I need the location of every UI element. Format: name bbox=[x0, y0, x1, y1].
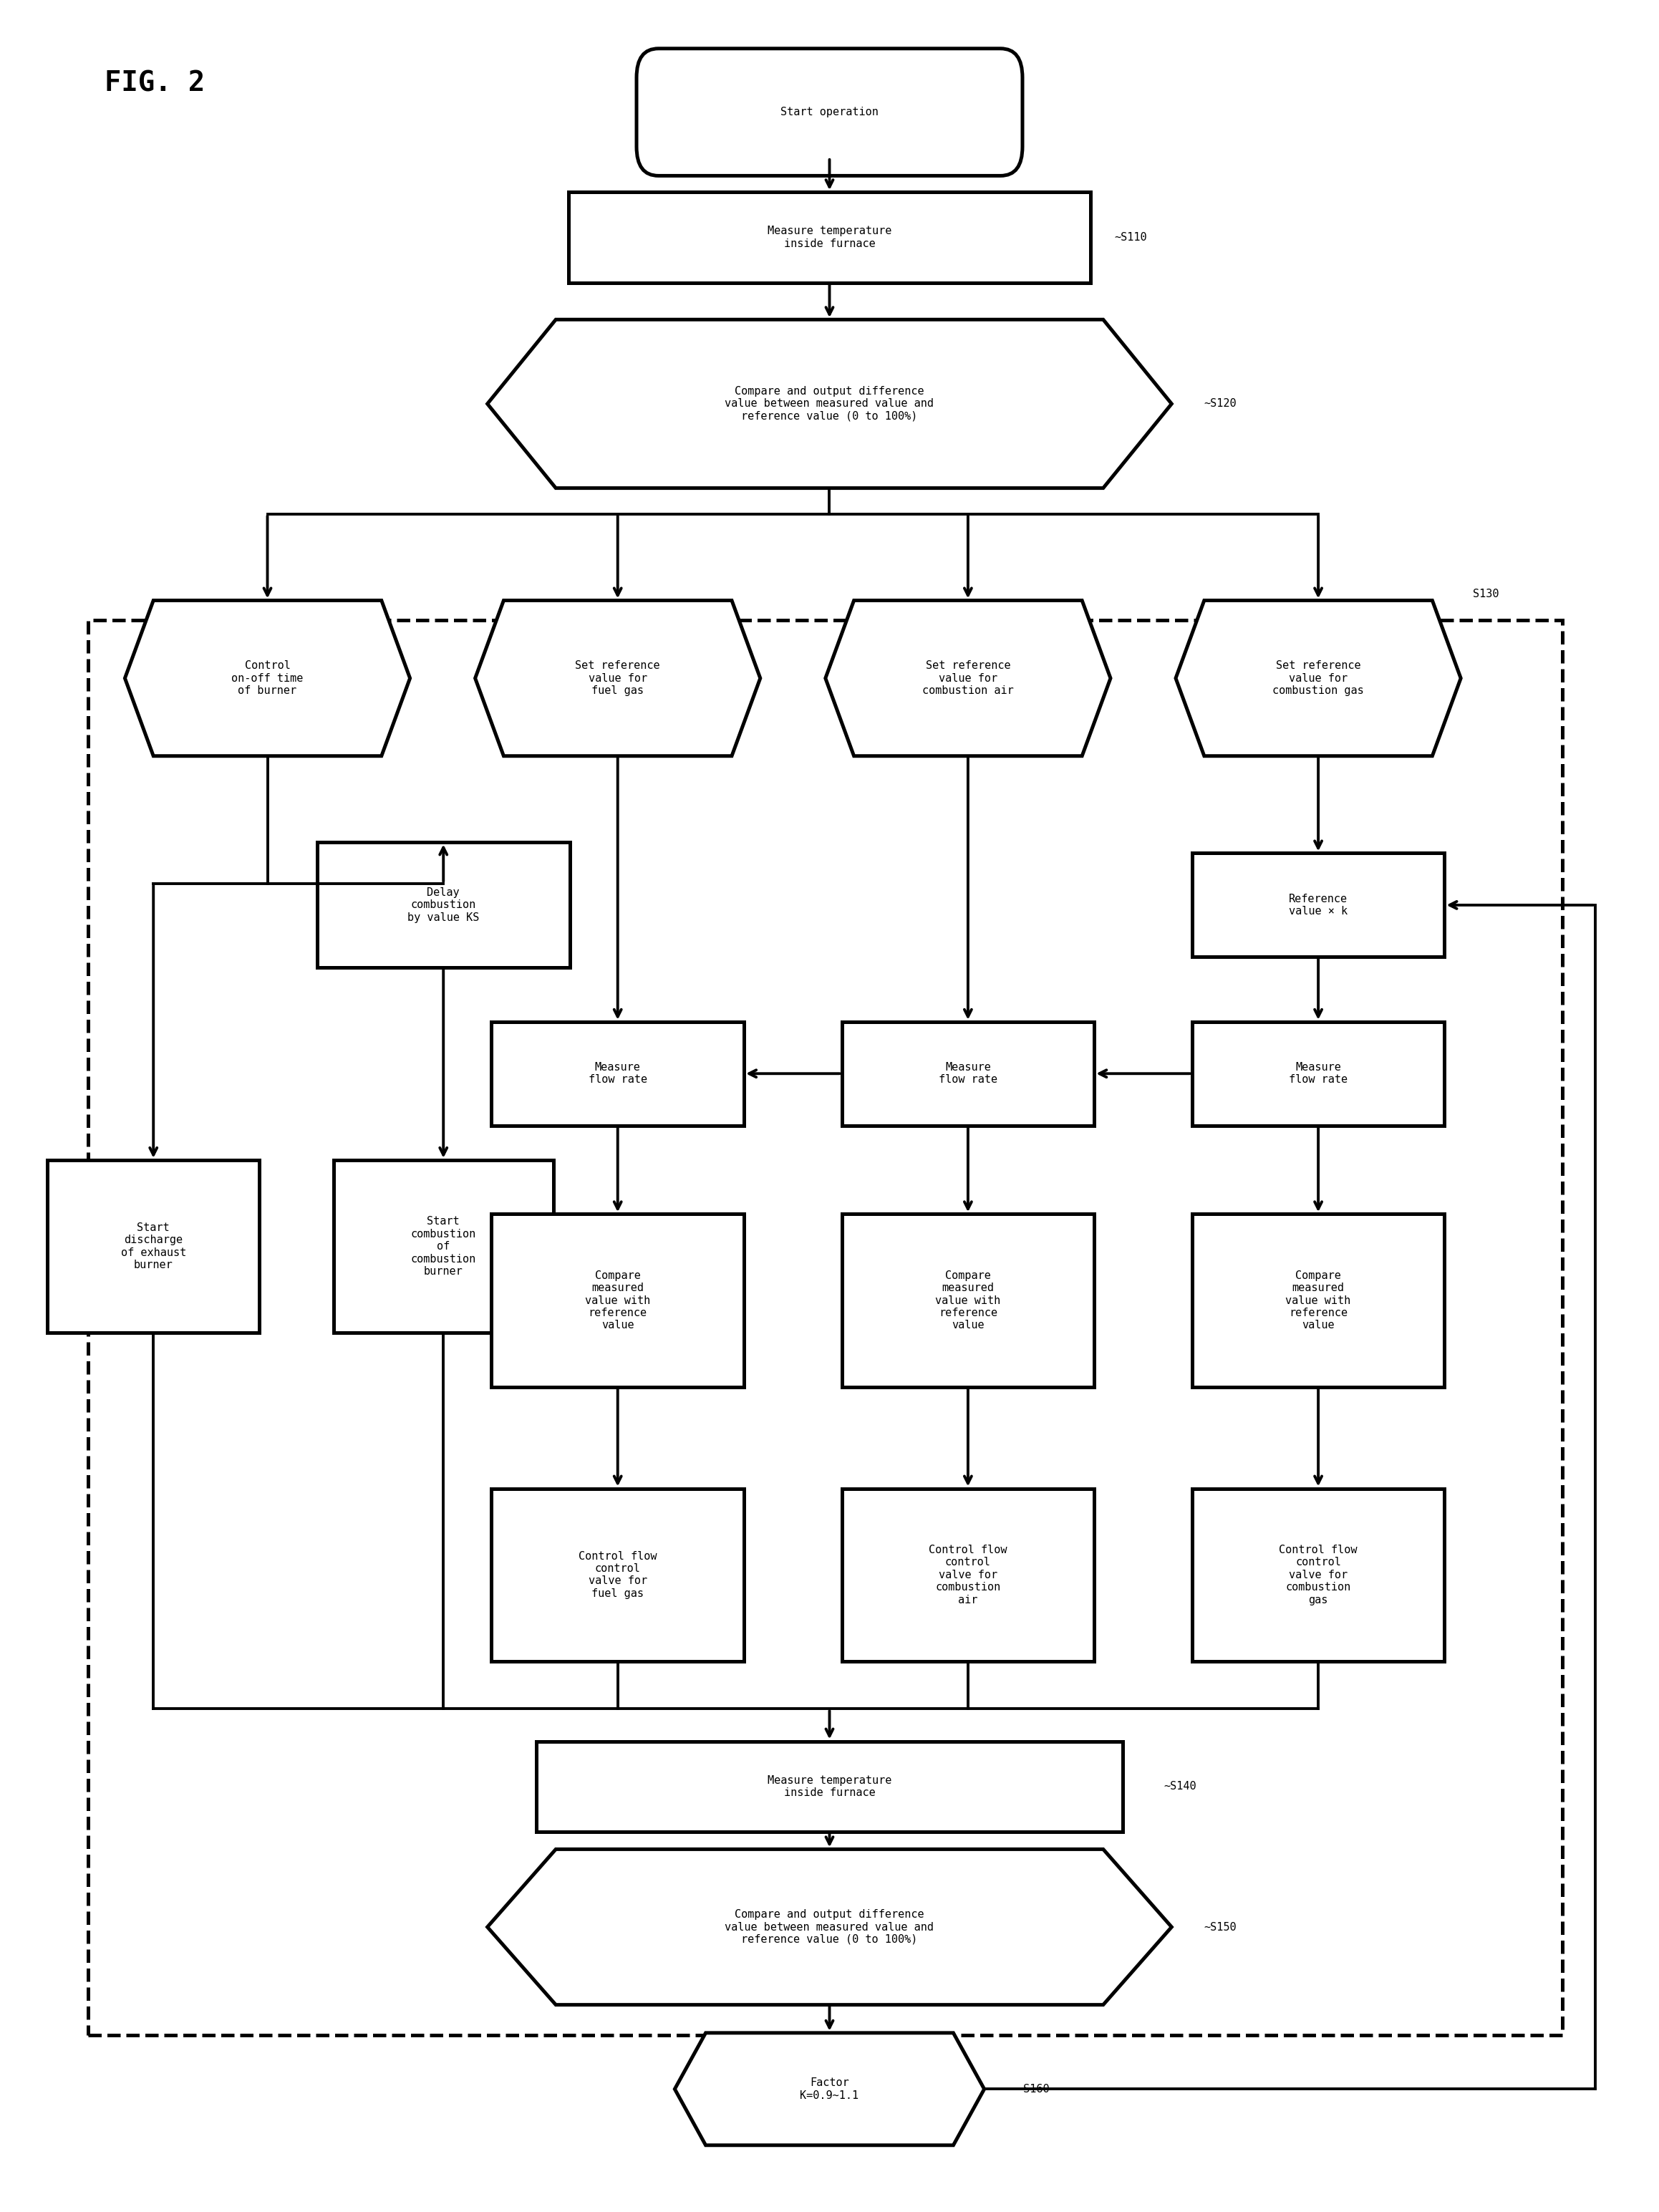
Text: ~S150: ~S150 bbox=[1204, 1922, 1238, 1933]
Text: Measure temperature
inside furnace: Measure temperature inside furnace bbox=[768, 226, 891, 250]
Bar bbox=[1191, 1489, 1445, 1661]
Polygon shape bbox=[488, 1849, 1171, 2004]
Polygon shape bbox=[1176, 599, 1462, 757]
Text: Control flow
control
valve for
combustion
gas: Control flow control valve for combustio… bbox=[1279, 1544, 1357, 1606]
Bar bbox=[491, 1022, 743, 1126]
Text: Compare and output difference
value between measured value and
reference value (: Compare and output difference value betw… bbox=[725, 385, 934, 422]
Bar bbox=[536, 1741, 1123, 1832]
Text: Set reference
value for
fuel gas: Set reference value for fuel gas bbox=[576, 661, 660, 697]
Bar bbox=[841, 1214, 1095, 1387]
Bar bbox=[841, 1022, 1095, 1126]
Text: Control flow
control
valve for
combustion
air: Control flow control valve for combustio… bbox=[929, 1544, 1007, 1606]
Text: FIG. 2: FIG. 2 bbox=[105, 69, 206, 97]
Text: ~S120: ~S120 bbox=[1204, 398, 1238, 409]
Bar bbox=[491, 1214, 743, 1387]
Polygon shape bbox=[124, 599, 410, 757]
Text: Measure temperature
inside furnace: Measure temperature inside furnace bbox=[768, 1774, 891, 1798]
Text: ~S140: ~S140 bbox=[1163, 1781, 1196, 1792]
Text: Start
discharge
of exhaust
burner: Start discharge of exhaust burner bbox=[121, 1223, 186, 1270]
Bar bbox=[333, 1159, 554, 1334]
Text: Set reference
value for
combustion gas: Set reference value for combustion gas bbox=[1272, 661, 1364, 697]
Bar bbox=[1191, 1214, 1445, 1387]
FancyBboxPatch shape bbox=[637, 49, 1022, 175]
Text: Compare
measured
value with
reference
value: Compare measured value with reference va… bbox=[936, 1270, 1000, 1332]
Bar bbox=[48, 1159, 259, 1334]
Bar bbox=[841, 1489, 1095, 1661]
Text: Compare
measured
value with
reference
value: Compare measured value with reference va… bbox=[1286, 1270, 1350, 1332]
Text: Measure
flow rate: Measure flow rate bbox=[589, 1062, 647, 1086]
Text: Factor
K=0.9~1.1: Factor K=0.9~1.1 bbox=[800, 2077, 859, 2101]
Bar bbox=[88, 619, 1563, 2035]
Polygon shape bbox=[826, 599, 1110, 757]
Text: Delay
combustion
by value KS: Delay combustion by value KS bbox=[408, 887, 479, 922]
Text: Compare and output difference
value between measured value and
reference value (: Compare and output difference value betw… bbox=[725, 1909, 934, 1944]
Text: Set reference
value for
combustion air: Set reference value for combustion air bbox=[922, 661, 1014, 697]
Bar bbox=[1191, 854, 1445, 958]
Text: ~S160: ~S160 bbox=[1017, 2084, 1050, 2095]
Bar bbox=[491, 1489, 743, 1661]
Polygon shape bbox=[488, 319, 1171, 489]
Text: Start operation: Start operation bbox=[780, 106, 879, 117]
Bar bbox=[569, 192, 1090, 283]
Text: Control
on-off time
of burner: Control on-off time of burner bbox=[232, 661, 304, 697]
Text: Compare
measured
value with
reference
value: Compare measured value with reference va… bbox=[586, 1270, 650, 1332]
Text: Measure
flow rate: Measure flow rate bbox=[1289, 1062, 1347, 1086]
Text: ~S110: ~S110 bbox=[1115, 232, 1148, 243]
Bar bbox=[317, 843, 569, 967]
Text: Control flow
control
valve for
fuel gas: Control flow control valve for fuel gas bbox=[579, 1551, 657, 1599]
Text: Measure
flow rate: Measure flow rate bbox=[939, 1062, 997, 1086]
Bar bbox=[1191, 1022, 1445, 1126]
Polygon shape bbox=[474, 599, 760, 757]
Polygon shape bbox=[675, 2033, 984, 2146]
Text: S130: S130 bbox=[1473, 588, 1500, 599]
Text: Reference
value × k: Reference value × k bbox=[1289, 894, 1347, 916]
Text: Start
combustion
of
combustion
burner: Start combustion of combustion burner bbox=[411, 1217, 476, 1276]
